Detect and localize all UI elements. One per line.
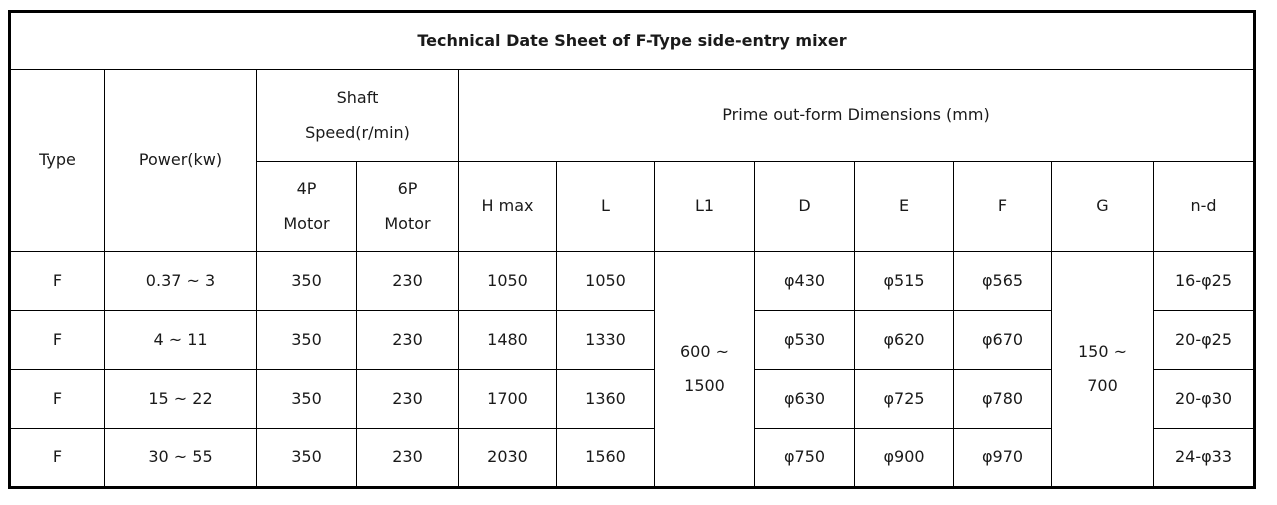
cell-power: 30 ~ 55 <box>104 428 257 488</box>
header-cell-e: E <box>854 161 954 252</box>
cell-power: 0.37 ~ 3 <box>104 251 257 311</box>
cell-f: φ780 <box>953 369 1052 429</box>
cell-d: φ630 <box>754 369 855 429</box>
table-title: Technical Date Sheet of F-Type side-entr… <box>9 11 1255 70</box>
cell-6p-motor: 230 <box>356 251 459 311</box>
cell-h-max: 1480 <box>458 310 557 370</box>
cell-n-d: 20-φ25 <box>1153 310 1255 370</box>
cell-h-max: 1050 <box>458 251 557 311</box>
header-cell-h-max: H max <box>458 161 557 252</box>
cell-6p-motor: 230 <box>356 310 459 370</box>
cell-h-max: 2030 <box>458 428 557 488</box>
cell-power: 15 ~ 22 <box>104 369 257 429</box>
cell-e: φ725 <box>854 369 954 429</box>
cell-4p-motor: 350 <box>256 428 357 488</box>
cell-l: 1050 <box>556 251 655 311</box>
cell-4p-motor: 350 <box>256 310 357 370</box>
header-cell-4p-motor: 4P Motor <box>256 161 357 252</box>
spec-table: Technical Date Sheet of F-Type side-entr… <box>8 10 1256 489</box>
table-row: F 30 ~ 55 350 230 2030 1560 φ750 φ900 φ9… <box>9 428 1255 488</box>
header-cell-l: L <box>556 161 655 252</box>
cell-n-d: 24-φ33 <box>1153 428 1255 488</box>
cell-6p-motor: 230 <box>356 428 459 488</box>
cell-type: F <box>9 369 105 429</box>
cell-d: φ430 <box>754 251 855 311</box>
cell-d: φ530 <box>754 310 855 370</box>
cell-power: 4 ~ 11 <box>104 310 257 370</box>
cell-e: φ620 <box>854 310 954 370</box>
header-cell-l1: L1 <box>654 161 755 252</box>
technical-data-sheet: Technical Date Sheet of F-Type side-entr… <box>8 10 1256 489</box>
sub-header-row: 4P Motor 6P Motor H max L L1 D E F G n-d <box>10 161 1255 252</box>
cell-n-d: 20-φ30 <box>1153 369 1255 429</box>
cell-f: φ565 <box>953 251 1052 311</box>
title-row: Technical Date Sheet of F-Type side-entr… <box>9 11 1255 70</box>
cell-e: φ900 <box>854 428 954 488</box>
header-cell-shaft-speed-group: Shaft Speed(r/min) <box>256 69 459 162</box>
cell-type: F <box>9 428 105 488</box>
cell-type: F <box>9 310 105 370</box>
cell-4p-motor: 350 <box>256 369 357 429</box>
header-cell-power: Power(kw) <box>104 69 257 252</box>
header-cell-d: D <box>754 161 855 252</box>
header-cell-n-d: n-d <box>1153 161 1255 252</box>
group-header-row: Type Power(kw) Shaft Speed(r/min) Prime … <box>9 69 1255 252</box>
cell-e: φ515 <box>854 251 954 311</box>
table-row: F 0.37 ~ 3 350 230 1050 1050 600 ~ 1500 … <box>9 251 1255 488</box>
header-cell-prime-dimensions-group: Prime out-form Dimensions (mm) <box>458 69 1255 162</box>
cell-6p-motor: 230 <box>356 369 459 429</box>
cell-4p-motor: 350 <box>256 251 357 311</box>
header-cell-type: Type <box>9 69 105 252</box>
cell-f: φ670 <box>953 310 1052 370</box>
cell-l1-merged: 600 ~ 1500 <box>654 251 755 488</box>
cell-n-d: 16-φ25 <box>1153 251 1255 311</box>
header-cell-6p-motor: 6P Motor <box>356 161 459 252</box>
cell-g-merged: 150 ~ 700 <box>1051 251 1154 488</box>
cell-f: φ970 <box>953 428 1052 488</box>
cell-d: φ750 <box>754 428 855 488</box>
cell-l: 1360 <box>556 369 655 429</box>
header-cell-f: F <box>953 161 1052 252</box>
cell-l: 1560 <box>556 428 655 488</box>
cell-type: F <box>9 251 105 311</box>
header-cell-g: G <box>1051 161 1154 252</box>
cell-h-max: 1700 <box>458 369 557 429</box>
cell-l: 1330 <box>556 310 655 370</box>
